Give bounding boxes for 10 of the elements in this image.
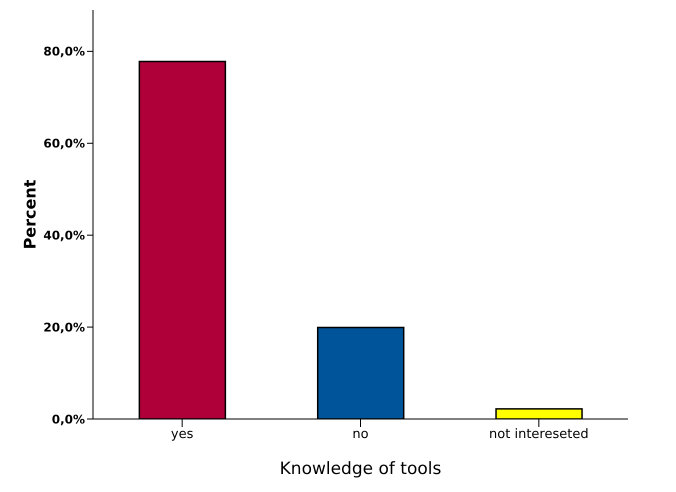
y-tick-label: 80,0% — [43, 44, 85, 59]
y-axis-title: Percent — [20, 179, 40, 250]
y-tick-label: 40,0% — [43, 228, 85, 242]
y-tick-label: 20,0% — [43, 320, 85, 334]
x-axis-title: Knowledge of tools — [280, 459, 442, 479]
x-tick-label: no — [352, 427, 369, 442]
y-tick-label: 0,0% — [52, 412, 85, 426]
x-tick-label: not intereseted — [489, 427, 589, 442]
y-tick-label: 60,0% — [43, 136, 85, 151]
x-tick-label: yes — [170, 427, 194, 442]
